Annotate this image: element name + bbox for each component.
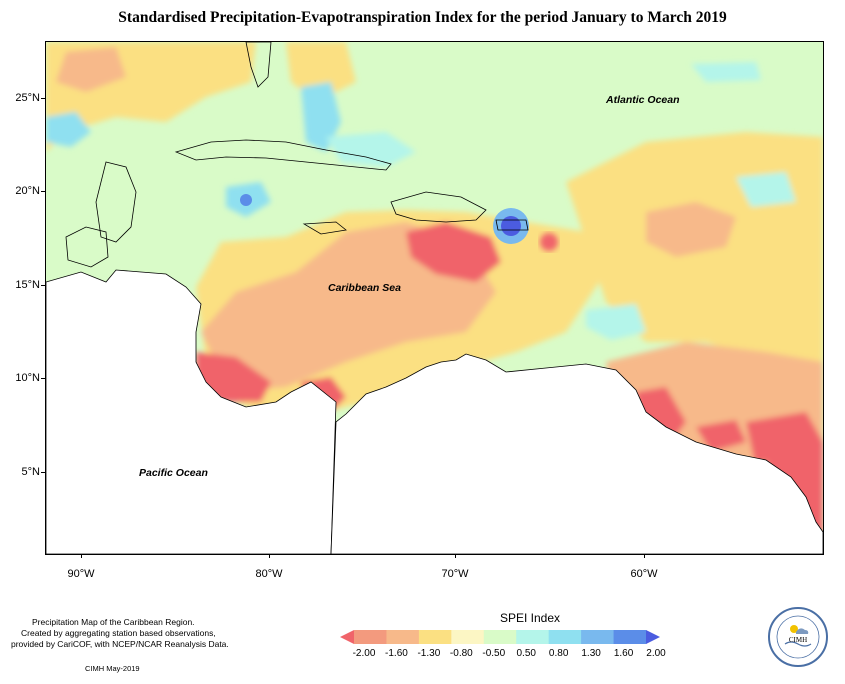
legend-color-bar	[340, 630, 660, 644]
latitude-tick	[41, 378, 45, 379]
latitude-tick	[41, 285, 45, 286]
spei-map: Atlantic Ocean Caribbean Sea Pacific Oce…	[45, 41, 824, 555]
yucatan-outline	[65, 226, 109, 268]
legend-value-label: 0.80	[548, 648, 569, 659]
hispaniola-outline	[390, 191, 487, 223]
legend-value-label: -0.50	[482, 648, 506, 659]
longitude-label-80w: 80°W	[255, 568, 283, 580]
latitude-tick	[41, 191, 45, 192]
latitude-label-20n: 20°N	[15, 185, 40, 197]
logo-name-text: CIMH	[789, 636, 807, 644]
legend-value-label: -0.80	[449, 648, 473, 659]
land-masses	[46, 42, 823, 554]
credit-date: CIMH May-2019	[85, 664, 140, 673]
legend-value-label: -1.30	[417, 648, 441, 659]
legend-swatch	[354, 630, 387, 644]
spei-very-dry-central-america	[196, 352, 271, 402]
legend-swatch	[418, 630, 452, 644]
credit-line-2: Created by aggregating station based obs…	[21, 628, 216, 638]
map-canvas	[46, 42, 823, 554]
spei-very-dry-guyana	[696, 420, 746, 452]
legend-value-label: 0.50	[516, 648, 536, 659]
legend-value-label: 1.60	[613, 648, 634, 659]
latitude-label-25n: 25°N	[15, 92, 40, 104]
spei-slightly-wet-north	[691, 62, 761, 82]
credit-line-1: Precipitation Map of the Caribbean Regio…	[32, 617, 195, 627]
central-america	[46, 269, 337, 554]
legend-arrow-left	[340, 630, 354, 644]
legend-value-label: 2.00	[646, 648, 666, 659]
florida-outline	[245, 42, 272, 88]
mexico-coast-outline	[95, 161, 137, 243]
legend-swatch	[516, 630, 550, 644]
latitude-label-5n: 5°N	[21, 466, 40, 478]
spei-wet-bahamas	[301, 82, 341, 152]
puerto-rico-outline	[495, 219, 529, 231]
spei-very-wet-cayman-core	[240, 194, 252, 206]
pacific-ocean-label: Pacific Ocean	[139, 467, 208, 479]
longitude-label-60w: 60°W	[630, 568, 658, 580]
spei-extremely-wet-puerto-rico	[501, 216, 521, 236]
spei-moderately-dry-gulf	[56, 47, 126, 92]
legend-swatch	[581, 630, 615, 644]
cuba-outline	[174, 139, 392, 171]
spei-wet-gulf	[46, 112, 91, 147]
spei-slightly-wet-atlantic	[736, 172, 796, 207]
legend-swatch	[548, 630, 582, 644]
spei-moderately-dry-atlantic	[646, 202, 736, 257]
legend-swatch	[386, 630, 420, 644]
caribbean-sea-label: Caribbean Sea	[328, 282, 401, 294]
latitude-tick	[41, 98, 45, 99]
spei-very-dry-hispaniola	[406, 222, 501, 282]
south-america	[330, 353, 823, 554]
spei-very-dry-lesser-antilles	[540, 233, 558, 251]
spei-slightly-wet-lesser-antilles	[586, 304, 646, 340]
legend-title: SPEI Index	[499, 611, 561, 625]
cloud-icon	[796, 628, 809, 634]
legend-swatch	[613, 630, 647, 644]
spei-slightly-wet-cuba	[326, 132, 416, 167]
sun-icon	[790, 625, 798, 633]
legend-labels: -2.00 -1.60 -1.30 -0.80 -0.50 0.50 0.80 1.30 1.6…	[340, 648, 666, 662]
legend-swatch	[483, 630, 517, 644]
latitude-tick	[41, 472, 45, 473]
longitude-label-70w: 70°W	[441, 568, 469, 580]
latitude-label-15n: 15°N	[15, 279, 40, 291]
cimh-logo: CIMH	[768, 607, 828, 667]
longitude-label-90w: 90°W	[67, 568, 95, 580]
atlantic-ocean-label: Atlantic Ocean	[606, 94, 680, 106]
jamaica-outline	[302, 221, 347, 235]
legend-value-label: -1.60	[385, 648, 408, 659]
credit-line-3: provided by CariCOF, with NCEP/NCAR Rean…	[11, 639, 229, 649]
legend-swatch	[451, 630, 485, 644]
longitude-tick	[455, 554, 456, 558]
legend-arrow-right	[646, 630, 660, 644]
longitude-tick	[269, 554, 270, 558]
legend-value-label: -2.00	[352, 648, 376, 659]
wave-icon	[784, 641, 812, 647]
latitude-label-10n: 10°N	[15, 372, 40, 384]
longitude-tick	[81, 554, 82, 558]
map-title: Standardised Precipitation-Evapotranspir…	[118, 9, 727, 26]
legend-value-label: 1.30	[581, 648, 601, 659]
longitude-tick	[644, 554, 645, 558]
